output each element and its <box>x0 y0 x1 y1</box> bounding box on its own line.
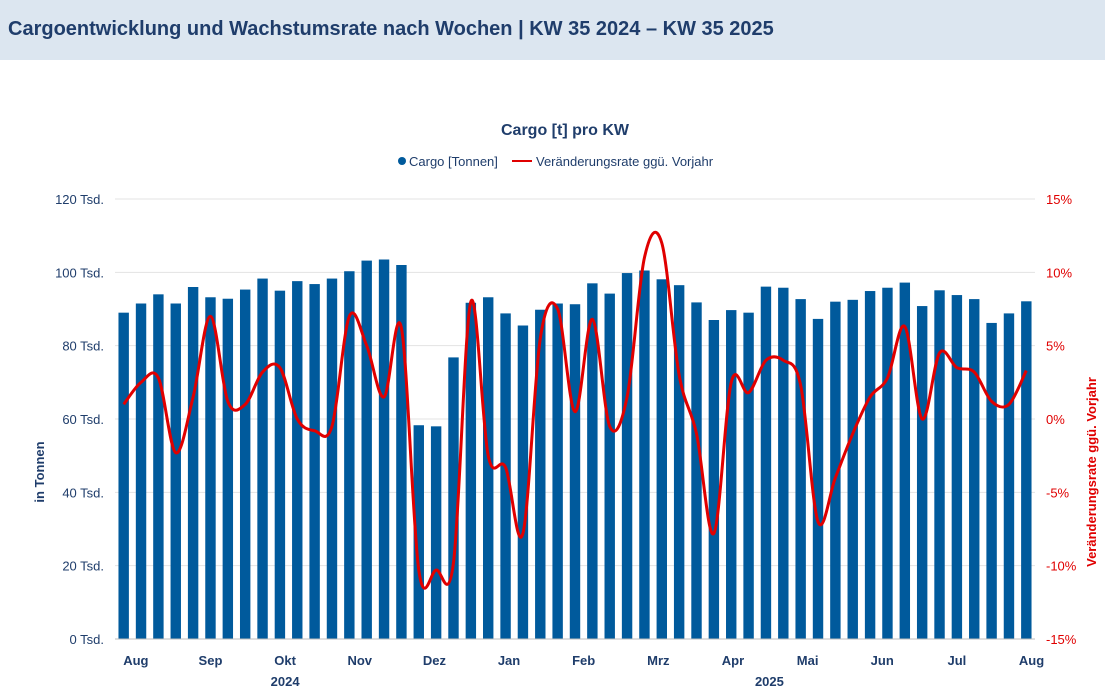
cargo-bar <box>604 293 615 639</box>
cargo-bar <box>413 425 424 639</box>
y2-tick-label: -5% <box>1046 485 1070 500</box>
axes: 0 Tsd. 20 Tsd. 40 Tsd. 60 Tsd. 80 Tsd. 100 Ts… <box>55 192 1077 689</box>
x-month-label: Mrz <box>647 653 670 668</box>
cargo-bar <box>639 270 650 639</box>
cargo-bar <box>378 259 390 639</box>
cargo-bar <box>361 260 372 639</box>
x-month-label: Nov <box>347 653 372 668</box>
cargo-bar <box>830 301 841 639</box>
cargo-bar <box>222 298 234 639</box>
x-month-label: Mai <box>797 653 819 668</box>
y-tick-label: 60 Tsd. <box>62 412 104 427</box>
cargo-bar <box>344 271 355 639</box>
cargo-bar <box>205 297 216 639</box>
x-year-label: 2024 <box>271 674 301 689</box>
cargo-bar <box>483 297 494 639</box>
cargo-bar <box>239 289 251 639</box>
cargo-bar <box>864 291 876 639</box>
cargo-bar <box>309 284 320 639</box>
page-header: Cargoentwicklung und Wachstumsrate nach … <box>0 0 1105 60</box>
chart-title: Cargo [t] pro KW <box>501 122 630 139</box>
cargo-bar <box>899 282 911 639</box>
cargo-bar <box>760 286 772 639</box>
x-month-label: Jan <box>498 653 520 668</box>
cargo-chart: 0 Tsd. 20 Tsd. 40 Tsd. 60 Tsd. 80 Tsd. 100 Ts… <box>32 122 1099 689</box>
cargo-bar <box>448 357 459 639</box>
cargo-bar <box>743 312 754 639</box>
cargo-bar <box>517 325 529 639</box>
cargo-bar <box>118 312 129 639</box>
x-year-label: 2025 <box>755 674 784 689</box>
cargo-bar <box>812 318 824 639</box>
cargo-bar <box>500 313 511 639</box>
y2-tick-label: 0% <box>1046 412 1065 427</box>
growth-rate-line-path <box>122 230 1028 590</box>
cargo-bar <box>465 302 477 639</box>
cargo-bar <box>1021 301 1032 639</box>
x-month-label: Jun <box>871 653 894 668</box>
cargo-bar <box>552 303 563 639</box>
x-month-label: Aug <box>1019 653 1044 668</box>
cargo-bar <box>795 299 806 639</box>
page-title: Cargoentwicklung und Wachstumsrate nach … <box>8 18 774 40</box>
cargo-bar <box>621 273 633 639</box>
cargo-bar <box>170 303 181 639</box>
cargo-bar <box>274 290 286 639</box>
legend-bar-label: Cargo [Tonnen] <box>409 154 498 169</box>
x-month-label: Jul <box>947 653 966 668</box>
cargo-bar <box>569 304 581 639</box>
cargo-bar <box>691 302 702 639</box>
cargo-bar <box>430 426 442 639</box>
x-month-label: Okt <box>274 653 296 668</box>
legend-bar-marker <box>398 157 406 165</box>
y-axis-label: in Tonnen <box>32 441 47 502</box>
y2-tick-label: 5% <box>1046 339 1065 354</box>
cargo-bar <box>882 287 893 639</box>
cargo-bar <box>1003 313 1015 639</box>
x-month-label: Feb <box>572 653 595 668</box>
y2-tick-label: 15% <box>1046 192 1072 207</box>
legend: Cargo [Tonnen] Veränderungsrate ggü. Vor… <box>398 154 714 169</box>
growth-rate-line <box>122 230 1028 590</box>
cargo-bar <box>187 287 199 639</box>
y2-tick-label: -15% <box>1046 632 1077 647</box>
y-tick-label: 80 Tsd. <box>62 339 104 354</box>
y-tick-label: 20 Tsd. <box>62 559 104 574</box>
cargo-bar <box>916 306 928 639</box>
cargo-bar <box>673 285 685 639</box>
cargo-bar <box>847 299 858 639</box>
cargo-bar <box>587 283 598 639</box>
cargo-bar <box>934 290 945 639</box>
cargo-bar <box>708 320 720 639</box>
cargo-bar <box>292 281 303 639</box>
cargo-bar <box>969 299 980 639</box>
y-tick-label: 100 Tsd. <box>55 265 104 280</box>
cargo-bar <box>986 322 997 639</box>
y-tick-label: 0 Tsd. <box>70 632 104 647</box>
x-month-label: Sep <box>199 653 223 668</box>
y-tick-label: 40 Tsd. <box>62 485 104 500</box>
x-month-label: Aug <box>123 653 148 668</box>
y2-tick-label: -10% <box>1046 559 1077 574</box>
cargo-bar <box>257 278 268 639</box>
cargo-bar <box>951 295 963 639</box>
y2-tick-label: 10% <box>1046 265 1072 280</box>
cargo-bar <box>656 279 667 639</box>
x-month-label: Dez <box>423 653 447 668</box>
cargo-bar <box>726 310 737 639</box>
cargo-bar <box>135 303 147 639</box>
cargo-bar <box>778 287 789 639</box>
y2-axis-label: Veränderungsrate ggü. Vorjahr <box>1084 377 1099 567</box>
cargo-bar <box>326 278 338 639</box>
legend-line-label: Veränderungsrate ggü. Vorjahr <box>536 154 714 169</box>
cargo-bar <box>535 309 546 639</box>
y-tick-label: 120 Tsd. <box>55 192 104 207</box>
cargo-bar <box>396 265 407 639</box>
cargo-bar <box>153 294 164 639</box>
x-month-label: Apr <box>722 653 744 668</box>
cargo-bars <box>118 259 1032 639</box>
